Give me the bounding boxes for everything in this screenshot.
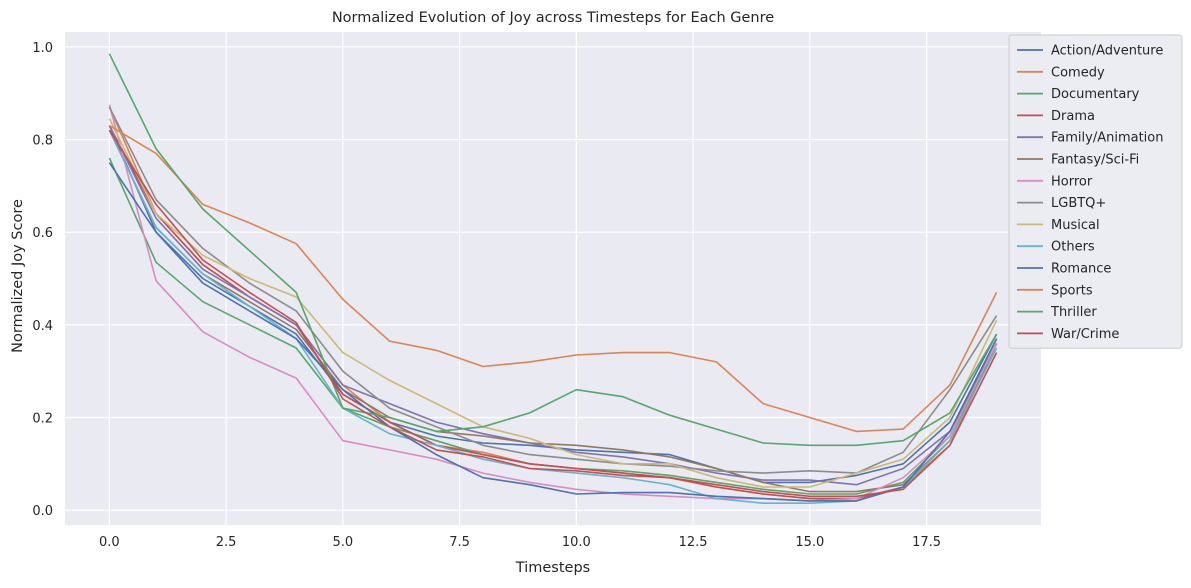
legend-item-war-crime: War/Crime	[1017, 327, 1119, 342]
legend-item-family-animation: Family/Animation	[1017, 131, 1164, 146]
legend-label: Musical	[1051, 218, 1100, 233]
x-axis-label: Timesteps	[515, 560, 590, 576]
series-line-horror	[108, 104, 998, 502]
legend: Action/Adventure Comedy Documentary Drama Fa…	[1008, 34, 1183, 349]
legend-box	[1008, 34, 1183, 349]
series-line-musical	[108, 118, 998, 488]
legend-item-fantasy-sci-fi: Fantasy/Sci-Fi	[1017, 153, 1139, 168]
legend-label: LGBTQ+	[1051, 196, 1106, 211]
x-tick-label: 0.0	[99, 535, 120, 550]
series-line-lgbtq	[108, 106, 998, 474]
legend-label: Family/Animation	[1051, 131, 1164, 146]
y-tick-label: 1.0	[32, 41, 53, 56]
y-tick-labels: 0.0 0.2 0.4 0.6 0.8 1.0	[32, 41, 53, 519]
legend-item-sports: Sports	[1017, 283, 1093, 298]
legend-label: Fantasy/Sci-Fi	[1051, 153, 1139, 168]
legend-label: Documentary	[1051, 87, 1140, 102]
x-tick-label: 7.5	[449, 535, 470, 550]
legend-label: War/Crime	[1051, 327, 1119, 342]
x-tick-label: 10.0	[562, 535, 591, 550]
series-line-family-animation	[108, 125, 998, 486]
y-tick-label: 0.2	[32, 412, 53, 427]
legend-item-thriller: Thriller	[1017, 305, 1097, 320]
series-line-war-crime	[108, 129, 998, 498]
legend-item-documentary: Documentary	[1017, 87, 1140, 102]
legend-item-action-adventure: Action/Adventure	[1017, 44, 1163, 59]
y-tick-label: 0.4	[32, 319, 53, 334]
y-tick-label: 0.6	[32, 226, 53, 241]
x-tick-label: 17.5	[912, 535, 941, 550]
legend-label: Romance	[1051, 262, 1111, 277]
legend-item-horror: Horror	[1017, 174, 1093, 189]
x-tick-labels: 0.0 2.5 5.0 7.5 10.0 12.5 15.0 17.5	[99, 535, 941, 550]
series-line-thriller	[108, 53, 998, 447]
x-tick-label: 15.0	[795, 535, 824, 550]
legend-label: Sports	[1051, 283, 1093, 298]
series-lines	[108, 53, 998, 505]
x-tick-label: 2.5	[216, 535, 237, 550]
legend-label: Action/Adventure	[1051, 44, 1163, 59]
chart-title: Normalized Evolution of Joy across Times…	[332, 10, 774, 26]
series-line-romance	[108, 162, 998, 502]
legend-label: Others	[1051, 240, 1095, 255]
legend-item-romance: Romance	[1017, 262, 1111, 277]
legend-item-comedy: Comedy	[1017, 65, 1105, 80]
legend-label: Horror	[1051, 174, 1093, 189]
y-tick-label: 0.8	[32, 133, 53, 148]
x-tick-label: 12.5	[679, 535, 708, 550]
legend-label: Thriller	[1050, 305, 1097, 320]
legend-item-lgbtq: LGBTQ+	[1017, 196, 1106, 211]
legend-item-others: Others	[1017, 240, 1095, 255]
grid	[65, 32, 1041, 525]
legend-item-drama: Drama	[1017, 109, 1095, 124]
legend-label: Drama	[1051, 109, 1095, 124]
legend-label: Comedy	[1051, 65, 1105, 80]
y-axis-label: Normalized Joy Score	[10, 199, 26, 353]
series-line-fantasy-sci-fi	[108, 129, 998, 493]
y-tick-label: 0.0	[32, 504, 53, 519]
x-tick-label: 5.0	[333, 535, 354, 550]
legend-item-musical: Musical	[1017, 218, 1100, 233]
series-line-sports	[108, 124, 998, 433]
